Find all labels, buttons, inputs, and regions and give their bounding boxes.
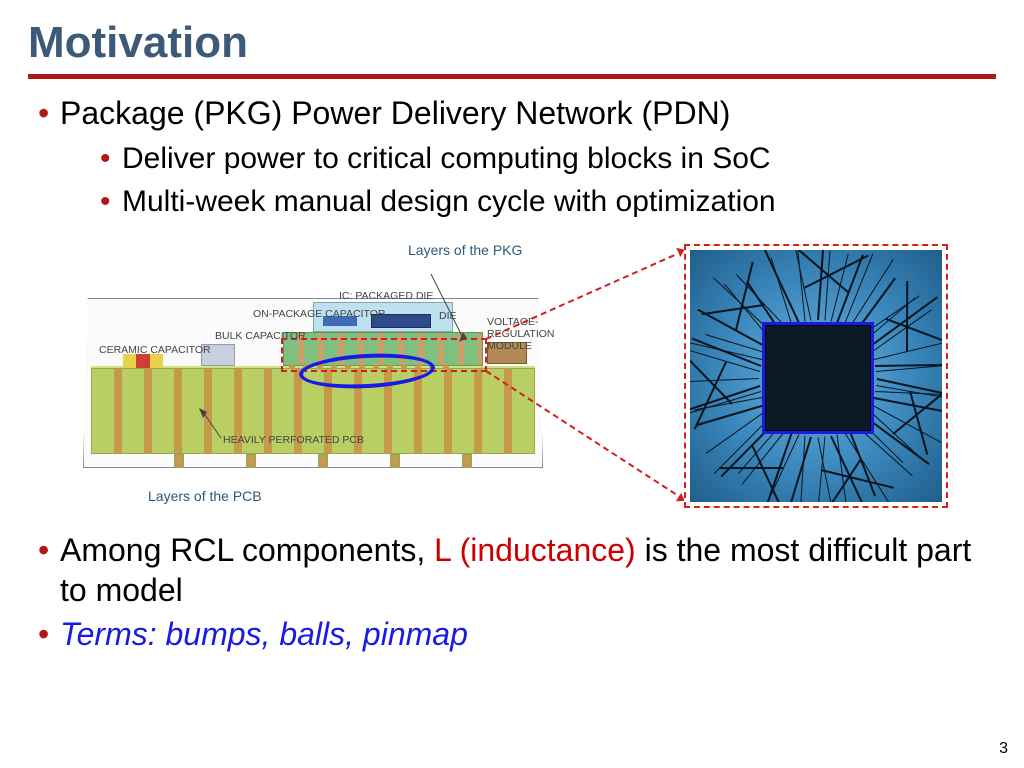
bullet-1-sublist: Deliver power to critical computing bloc… (60, 139, 996, 222)
arrow-pkg (423, 268, 483, 348)
page-title: Motivation (28, 18, 996, 68)
caption-layers-pkg: Layers of the PKG (408, 242, 522, 258)
chip-zoom-frame (684, 244, 948, 508)
bullet-3-text: Terms: bumps, balls, pinmap (60, 616, 468, 652)
chip-core (762, 322, 874, 434)
bullet-list: Package (PKG) Power Delivery Network (PD… (28, 93, 996, 222)
bullet-list-lower: Among RCL components, L (inductance) is … (28, 530, 996, 654)
arrow-pcb (193, 408, 233, 448)
bullet-1b: Multi-week manual design cycle with opti… (100, 182, 996, 223)
cross-section-diagram: CERAMIC CAPACITOR BULK CAPACITOR ON-PACK… (83, 258, 543, 478)
bullet-2-pre: Among RCL components, (60, 532, 434, 568)
label-pcb: HEAVILY PERFORATED PCB (223, 434, 364, 446)
label-ceramic-cap: CERAMIC CAPACITOR (99, 344, 211, 356)
bullet-2-red: L (inductance) (434, 532, 636, 568)
bullet-1: Package (PKG) Power Delivery Network (PD… (38, 93, 996, 222)
label-bulk-cap: BULK CAPACITOR (215, 330, 306, 342)
caption-layers-pcb: Layers of the PCB (148, 488, 262, 504)
chip-substrate (690, 250, 942, 502)
title-divider (28, 74, 996, 79)
bullet-3: Terms: bumps, balls, pinmap (38, 614, 996, 654)
label-ic-pkg-die: IC: PACKAGED DIE (339, 290, 433, 302)
bullet-1-text: Package (PKG) Power Delivery Network (PD… (60, 95, 730, 131)
figure-area: CERAMIC CAPACITOR BULK CAPACITOR ON-PACK… (28, 236, 988, 516)
ceramic-capacitor (123, 354, 163, 368)
slide: Motivation Package (PKG) Power Delivery … (0, 0, 1024, 768)
label-onpkg-cap: ON-PACKAGE CAPACITOR (253, 308, 385, 320)
page-number: 3 (999, 740, 1008, 758)
label-vrm-3: MODULE (487, 340, 532, 352)
bullet-2: Among RCL components, L (inductance) is … (38, 530, 996, 610)
bullet-1a: Deliver power to critical computing bloc… (100, 139, 996, 180)
pcb-vias (143, 454, 503, 468)
